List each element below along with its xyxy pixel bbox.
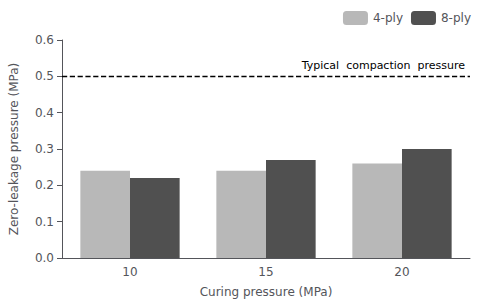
svg-text:4-ply: 4-ply [373,11,403,25]
svg-text:Zero-leakage pressure (MPa): Zero-leakage pressure (MPa) [7,63,21,236]
svg-text:Typical compaction pressure: Typical compaction pressure [301,59,465,72]
svg-text:0.2: 0.2 [35,178,54,192]
svg-text:0.6: 0.6 [35,33,54,47]
svg-text:15: 15 [258,265,273,279]
svg-text:20: 20 [394,265,409,279]
svg-text:0.4: 0.4 [35,106,54,120]
svg-text:0.3: 0.3 [35,142,54,156]
svg-text:0.1: 0.1 [35,215,54,229]
svg-text:0.0: 0.0 [35,251,54,265]
svg-text:8-ply: 8-ply [441,11,471,25]
svg-text:Curing pressure (MPa): Curing pressure (MPa) [200,285,333,299]
svg-text:0.5: 0.5 [35,69,54,83]
svg-text:10: 10 [122,265,137,279]
